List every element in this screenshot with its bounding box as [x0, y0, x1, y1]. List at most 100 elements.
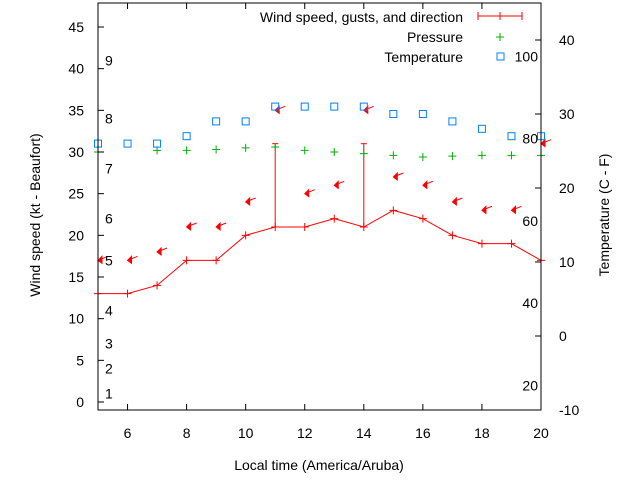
- beaufort-label: 3: [105, 336, 113, 352]
- wind-direction-arrow: [422, 180, 434, 190]
- pressure-point: [359, 149, 368, 158]
- pressure-point: [448, 152, 457, 161]
- temperature-point: [507, 132, 516, 141]
- beaufort-label: 4: [105, 302, 113, 318]
- x-tick-label: 14: [356, 425, 372, 441]
- y-tick-label: 20: [68, 227, 84, 243]
- wind-direction-arrow: [215, 221, 227, 231]
- x-tick-label: 10: [238, 425, 254, 441]
- y2-tick-label: 10: [559, 254, 575, 270]
- beaufort-label: 7: [105, 161, 113, 177]
- temperature-point: [477, 124, 486, 133]
- legend: Wind speed, gusts, and direction Pressur…: [260, 9, 523, 65]
- wind-speed-point: [241, 231, 250, 240]
- pressure-point: [330, 148, 339, 156]
- y-axis-label: Wind speed (kt - Beaufort): [27, 133, 43, 296]
- pressure-point: [300, 146, 309, 155]
- y-tick-label: 40: [68, 61, 84, 77]
- temperature-point: [241, 117, 250, 126]
- wind-speed-point: [300, 223, 309, 231]
- temperature-point: [153, 139, 162, 148]
- y-tick-label: 35: [68, 102, 84, 118]
- y-tick-label: 0: [76, 394, 84, 410]
- temperature-point: [212, 117, 221, 126]
- x-tick-label: 12: [297, 425, 313, 441]
- wind-direction-arrow: [510, 205, 522, 215]
- wind-direction-arrow: [481, 205, 493, 215]
- wind-direction-arrow: [185, 221, 197, 231]
- pressure-point: [153, 146, 162, 155]
- temperature-point: [123, 139, 132, 148]
- y2-tick-label: 0: [559, 328, 567, 344]
- wind-speed-point: [330, 214, 339, 223]
- x-tick-label: 18: [474, 425, 490, 441]
- pressure-point: [477, 151, 486, 160]
- wind-speed-point: [212, 256, 221, 265]
- wind-direction-arrow: [303, 188, 315, 198]
- fahrenheit-label: 20: [522, 377, 538, 393]
- y-tick-label: 10: [68, 311, 84, 327]
- wind-direction-arrow: [97, 255, 109, 265]
- legend-wind: Wind speed, gusts, and direction: [260, 9, 463, 25]
- temperature-point: [418, 110, 427, 118]
- beaufort-label: 1: [105, 386, 113, 402]
- y2-axis-label: Temperature (C - F): [596, 154, 612, 277]
- wind-speed-point: [418, 214, 427, 223]
- pressure-point: [418, 153, 427, 161]
- legend-temperature: Temperature: [384, 49, 463, 65]
- y2-tick-label: 20: [559, 180, 575, 196]
- x-tick-label: 6: [124, 425, 132, 441]
- fahrenheit-label: 100: [515, 48, 539, 64]
- temperature-point: [330, 102, 339, 111]
- wind-direction-arrow: [451, 196, 463, 206]
- x-tick-label: 8: [183, 425, 191, 441]
- temperature-point: [359, 102, 368, 111]
- x-tick-label: 20: [533, 425, 549, 441]
- wind-speed-point: [182, 256, 191, 265]
- wind-direction-arrow: [392, 171, 404, 181]
- y-tick-label: 45: [68, 19, 84, 35]
- fahrenheit-label: 40: [522, 295, 538, 311]
- wind-speed-point: [123, 289, 132, 298]
- wind-direction-arrow: [244, 196, 256, 206]
- wind-direction-arrow: [156, 246, 168, 256]
- x-tick-label: 16: [415, 425, 431, 441]
- wind-speed-point: [507, 239, 516, 248]
- wind-speed-point: [389, 206, 398, 215]
- y2-tick-label: -10: [559, 402, 579, 418]
- plot-border: [97, 2, 542, 411]
- beaufort-label: 9: [105, 52, 113, 68]
- wind-speed-line: [98, 209, 542, 295]
- temperature-point: [448, 117, 457, 126]
- y-tick-label: 5: [76, 352, 84, 368]
- fahrenheit-label: 80: [522, 131, 538, 147]
- y-tick-label: 30: [68, 144, 84, 160]
- beaufort-label: 5: [105, 252, 113, 268]
- wind-speed-point: [153, 281, 162, 290]
- pressure-point: [212, 145, 221, 154]
- fahrenheit-label: 60: [522, 213, 538, 229]
- legend-pressure: Pressure: [407, 29, 463, 45]
- pressure-point: [389, 151, 398, 160]
- temperature-point: [182, 132, 191, 141]
- wind-speed-point: [477, 239, 486, 248]
- wind-direction-arrow: [333, 180, 345, 190]
- pressure-point: [182, 146, 191, 155]
- beaufort-label: 2: [105, 361, 113, 377]
- x-axis-label: Local time (America/Aruba): [234, 457, 404, 473]
- temperature-point: [271, 102, 280, 111]
- pressure-point: [241, 143, 250, 152]
- beaufort-label: 6: [105, 211, 113, 227]
- beaufort-label: 8: [105, 111, 113, 127]
- y-tick-label: 25: [68, 186, 84, 202]
- pressure-point: [507, 151, 516, 160]
- temperature-point: [300, 102, 309, 111]
- pressure-point: [271, 143, 280, 151]
- y2-tick-label: 40: [559, 32, 575, 48]
- y-tick-label: 15: [68, 269, 84, 285]
- wind-direction-arrow: [126, 255, 138, 265]
- wind-speed-point: [448, 231, 457, 240]
- temperature-point: [389, 110, 398, 118]
- y2-tick-label: 30: [559, 106, 575, 122]
